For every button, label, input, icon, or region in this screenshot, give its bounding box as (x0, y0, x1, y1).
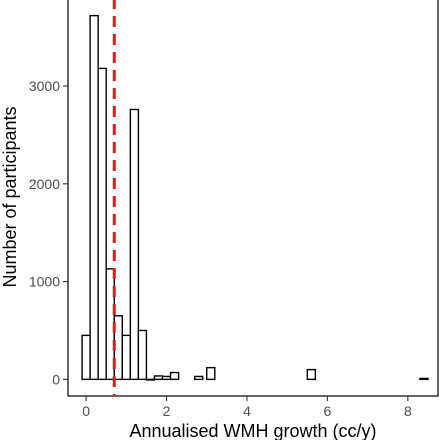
histogram-bar-11 (169, 371, 180, 381)
x-tick-label-2: 2 (163, 403, 171, 419)
x-axis-title: Annualised WMH growth (cc/y) (129, 421, 376, 440)
x-axis-ticks: 0 2 4 6 8 (82, 396, 412, 419)
y-tick-label-3000: 3000 (29, 78, 60, 94)
x-tick-label-0: 0 (82, 403, 90, 419)
y-axis-ticks: 0 1000 2000 3000 (29, 78, 68, 387)
x-tick-label-6: 6 (324, 403, 332, 419)
x-tick-label-4: 4 (243, 403, 251, 419)
x-tick-label-8: 8 (404, 403, 412, 419)
y-tick-label-2000: 2000 (29, 176, 60, 192)
histogram-bar-10 (161, 375, 172, 381)
y-tick-label-1000: 1000 (29, 274, 60, 290)
y-axis-title: Number of participants (0, 106, 20, 287)
histogram-bar-14 (306, 368, 317, 381)
histogram-bar-7 (137, 329, 148, 381)
histogram-bar-15 (419, 377, 429, 381)
histogram-bar-5 (121, 334, 132, 381)
histogram-bar-2 (97, 67, 107, 381)
histogram-bar-6 (129, 108, 140, 381)
histogram-bar-0 (81, 334, 91, 381)
histogram-bar-9 (153, 375, 164, 381)
histogram-bar-12 (193, 375, 204, 381)
y-tick-label-0: 0 (52, 371, 60, 387)
histogram-bar-8 (145, 378, 156, 381)
histogram-bar-13 (206, 366, 216, 381)
histogram-bar-1 (89, 14, 99, 381)
